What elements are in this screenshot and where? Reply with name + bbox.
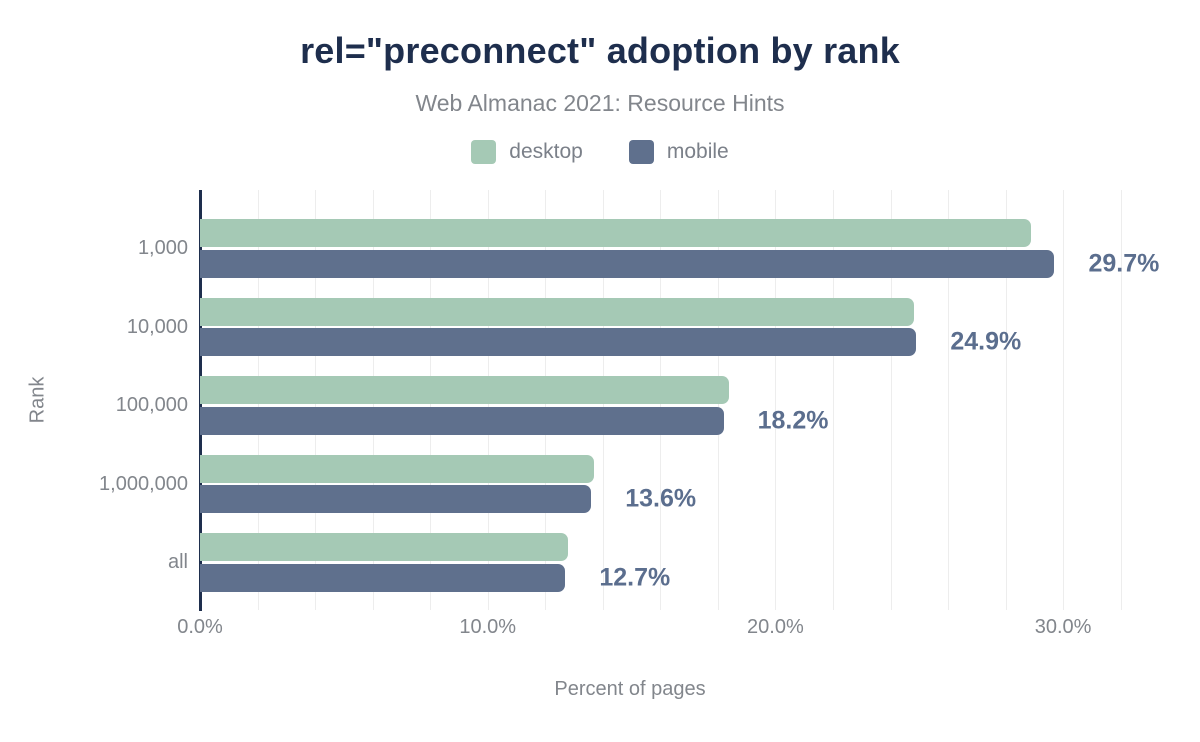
gridline — [832, 190, 834, 610]
bar-group-1-000-000: 13.6% — [200, 454, 1135, 514]
bar-mobile — [200, 249, 1055, 278]
gridline — [1005, 190, 1007, 610]
bar-mobile — [200, 563, 566, 592]
y-tick-label: 10,000 — [126, 315, 188, 338]
x-tick-label: 30.0% — [1034, 616, 1092, 638]
legend-item-desktop: desktop — [471, 140, 583, 164]
plot-area: 29.7% 24.9% 18.2% 13.6% 12.7% — [199, 190, 1159, 611]
y-tick-label: 1,000 — [137, 237, 188, 260]
legend-label: desktop — [509, 140, 583, 163]
bar-group-all: 12.7% — [200, 533, 1135, 592]
bar-group-100-000: 18.2% — [200, 376, 1135, 435]
value-label: 29.7% — [1088, 249, 1160, 277]
x-axis-title: Percent of pages — [554, 678, 706, 700]
gridline — [1063, 190, 1065, 610]
bar-mobile — [200, 328, 917, 356]
y-tick-label: 1,000,000 — [99, 472, 188, 495]
bar-desktop — [200, 219, 1032, 247]
x-tick-label: 10.0% — [459, 616, 517, 638]
bar-desktop — [200, 376, 730, 404]
gridline — [1120, 190, 1122, 610]
bar-mobile — [200, 406, 724, 435]
gridline — [775, 190, 777, 610]
bar-desktop — [200, 533, 569, 561]
x-tick-label: 0.0% — [177, 616, 223, 638]
gridline — [948, 190, 949, 610]
legend-label: mobile — [666, 140, 729, 163]
legend: desktop mobile — [0, 140, 1200, 164]
chart-subtitle: Web Almanac 2021: Resource Hints — [415, 90, 785, 116]
bar-group-10-000: 24.9% — [200, 297, 1135, 357]
bar-desktop — [200, 454, 595, 483]
bar-mobile — [200, 485, 592, 513]
bar-group-1-000: 29.7% — [200, 219, 1159, 278]
bar-desktop — [200, 297, 914, 326]
value-label: 24.9% — [950, 327, 1022, 356]
value-label: 12.7% — [599, 563, 671, 591]
x-tick-label: 20.0% — [747, 616, 804, 638]
y-tick-label: 100,000 — [115, 394, 188, 417]
y-tick-label: all — [167, 551, 188, 574]
legend-swatch-desktop — [471, 140, 497, 164]
legend-swatch-mobile — [628, 140, 654, 164]
value-label: 13.6% — [625, 484, 697, 513]
legend-item-mobile: mobile — [628, 140, 729, 164]
value-label: 18.2% — [757, 406, 829, 434]
gridline — [890, 190, 892, 610]
chart-title: rel="preconnect" adoption by rank — [300, 30, 900, 71]
